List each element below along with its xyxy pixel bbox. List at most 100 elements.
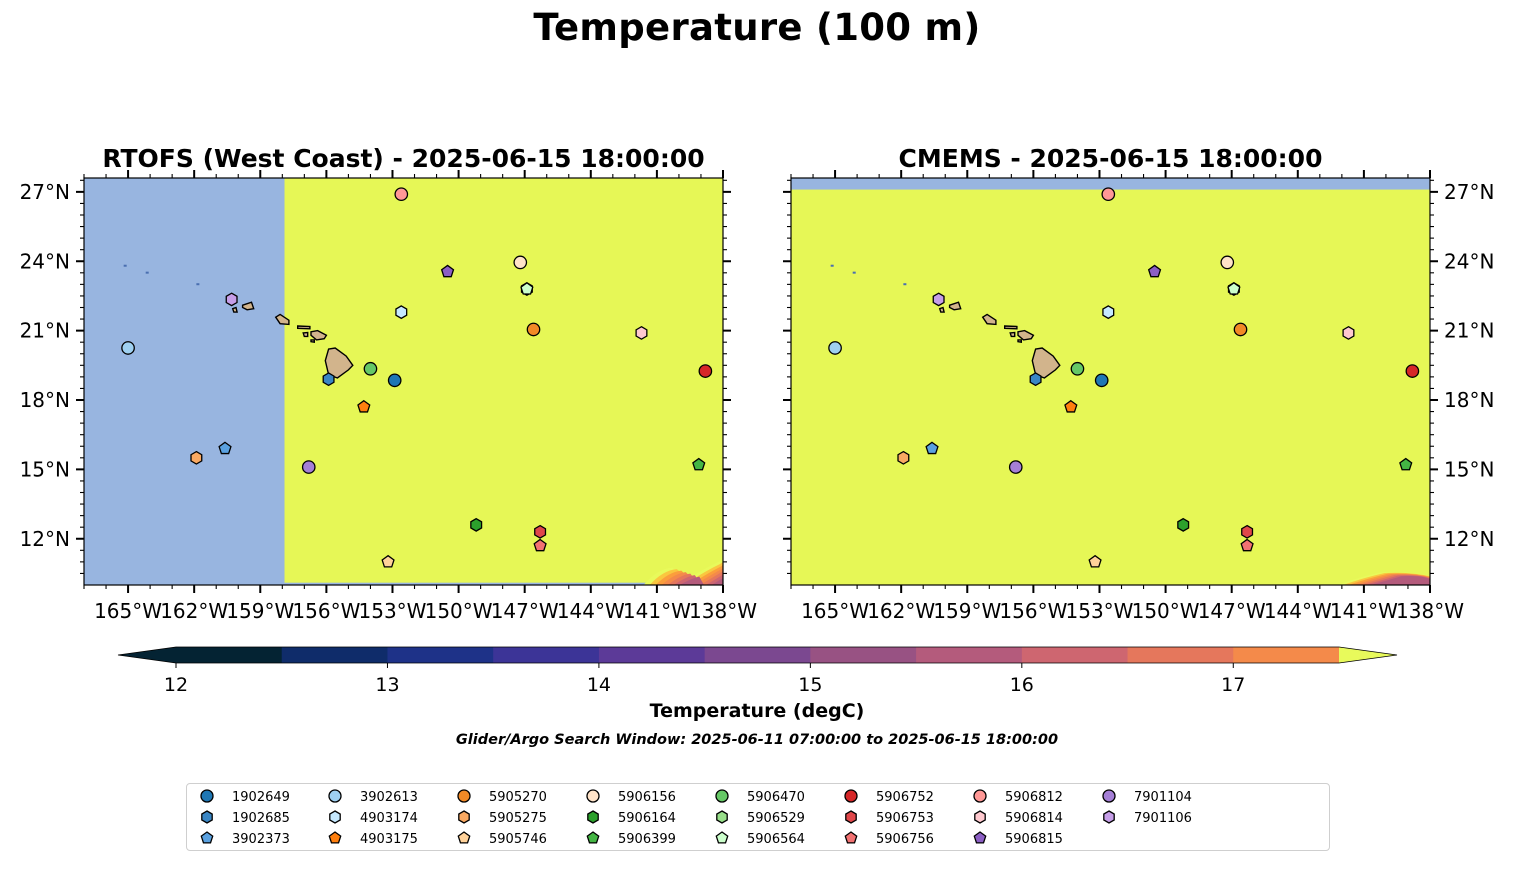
x-tick-label: 162°W: [160, 599, 228, 623]
legend-entry: 5905746: [457, 831, 547, 847]
float-5906470: [363, 361, 378, 376]
float-1902649: [1094, 373, 1109, 388]
x-tick-label: 138°W: [1396, 599, 1464, 623]
float-5906812: [1101, 187, 1116, 202]
float-5906814: [1342, 325, 1355, 340]
search-window-note: Glider/Argo Search Window: 2025-06-11 07…: [455, 732, 1059, 748]
islet: [852, 271, 856, 274]
y-tick-label: 18°N: [20, 388, 70, 412]
float-5906812: [394, 187, 409, 202]
float-5906164: [1177, 517, 1190, 532]
islet: [830, 264, 834, 267]
legend-entry: 7901104: [1102, 789, 1192, 805]
legend-label: 5906164: [618, 811, 676, 826]
islet: [123, 264, 127, 267]
island-hawaii: [324, 347, 354, 379]
colorbar-segment: [387, 647, 494, 663]
float-5906815: [440, 264, 455, 278]
y-tick-label: 24°N: [1444, 249, 1494, 273]
float-5906752: [844, 789, 858, 803]
float-5905270: [1233, 322, 1248, 337]
legend-entry: 1902649: [200, 789, 290, 805]
legend-label: 5906753: [876, 811, 934, 826]
legend-entry: 5906752: [844, 789, 934, 805]
legend-entry: 5906815: [973, 831, 1063, 847]
float-5906814: [974, 810, 986, 824]
float-5905746: [457, 831, 471, 844]
x-tick-label: 159°W: [226, 599, 294, 623]
float-5905275: [897, 450, 910, 465]
colorbar-segment: [916, 647, 1023, 663]
x-tick-label: 150°W: [425, 599, 493, 623]
float-5906156: [513, 255, 528, 270]
float-7901106: [932, 292, 945, 307]
legend-entry: 5906812: [973, 789, 1063, 805]
legend-label: 5905275: [489, 811, 547, 826]
float-5906399: [692, 457, 706, 471]
colorbar-label: Temperature (degC): [649, 700, 865, 722]
float-5906753: [845, 810, 857, 824]
axis-ticks: [783, 170, 1438, 593]
float-3902613: [828, 341, 842, 355]
colorbar-outline: [117, 646, 1398, 664]
float-5905275: [190, 450, 203, 465]
float-5906752: [698, 364, 713, 378]
legend-entry: 5906470: [715, 789, 805, 805]
float-5906156: [1220, 255, 1235, 270]
legend-entry: 5906753: [845, 810, 934, 826]
x-tick-label: 147°W: [1198, 599, 1266, 623]
warm-patch-band: [679, 573, 723, 585]
colorbar-segment: [704, 647, 811, 663]
axis-ticks: [76, 170, 731, 593]
island-niihau: [231, 306, 238, 313]
islet: [903, 283, 907, 286]
float-5906812: [973, 789, 987, 803]
float-5906399: [1399, 457, 1413, 471]
float-3902373: [200, 831, 214, 844]
float-5905275: [458, 810, 470, 824]
legend-entry: 4903174: [329, 810, 418, 826]
float-5906164: [470, 517, 483, 532]
float-4903174: [1102, 305, 1115, 320]
legend-label: 5906156: [618, 790, 676, 805]
legend-entry: 5906164: [587, 810, 676, 826]
float-7901104: [1102, 789, 1116, 803]
colorbar-extend-high: [1339, 647, 1397, 663]
float-5906564: [520, 281, 534, 295]
legend-entry: 3902613: [328, 789, 418, 805]
island-lanai: [302, 331, 309, 338]
colorbar-segment: [1127, 647, 1234, 663]
y-tick-label: 21°N: [1444, 319, 1494, 343]
float-3902373: [925, 441, 939, 455]
float-7901104: [1008, 460, 1023, 474]
legend-entry: 5906529: [716, 810, 805, 826]
map-panel-cmems: 165°W162°W159°W156°W153°W150°W147°W144°W…: [783, 144, 1494, 623]
x-tick-label: 144°W: [1264, 599, 1332, 623]
float-5905270: [526, 322, 541, 337]
legend-entry: 5906564: [715, 831, 805, 847]
x-tick-label: 156°W: [292, 599, 360, 623]
y-tick-label: 21°N: [20, 319, 70, 343]
legend-label: 7901104: [1134, 790, 1192, 805]
float-5906564: [1227, 281, 1241, 295]
colorbar-tick-label: 16: [1010, 674, 1034, 696]
island-hawaii: [1031, 347, 1061, 379]
island-lanai: [1009, 331, 1016, 338]
x-tick-label: 141°W: [1330, 599, 1398, 623]
legend-entry: 4903175: [328, 831, 418, 847]
float-5905270: [457, 789, 471, 803]
legend-label: 5906470: [747, 790, 805, 805]
map-area: [84, 178, 723, 585]
island-oahu: [981, 313, 997, 326]
legend-entry: 7901106: [1103, 810, 1192, 826]
legend-label: 4903175: [360, 832, 418, 847]
legend-entry: 5906399: [586, 831, 676, 847]
legend-label: 5906564: [747, 832, 805, 847]
legend-label: 5906812: [1005, 790, 1063, 805]
x-tick-label: 162°W: [867, 599, 935, 623]
float-5905746: [381, 554, 395, 568]
island-maui: [1017, 329, 1035, 341]
legend-label: 5905270: [489, 790, 547, 805]
legend-entry: 5905270: [457, 789, 547, 805]
